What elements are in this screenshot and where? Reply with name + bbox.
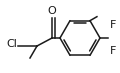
Text: O: O <box>48 6 56 16</box>
Text: F: F <box>110 20 116 30</box>
Text: Cl: Cl <box>7 39 17 49</box>
Text: F: F <box>110 46 116 56</box>
